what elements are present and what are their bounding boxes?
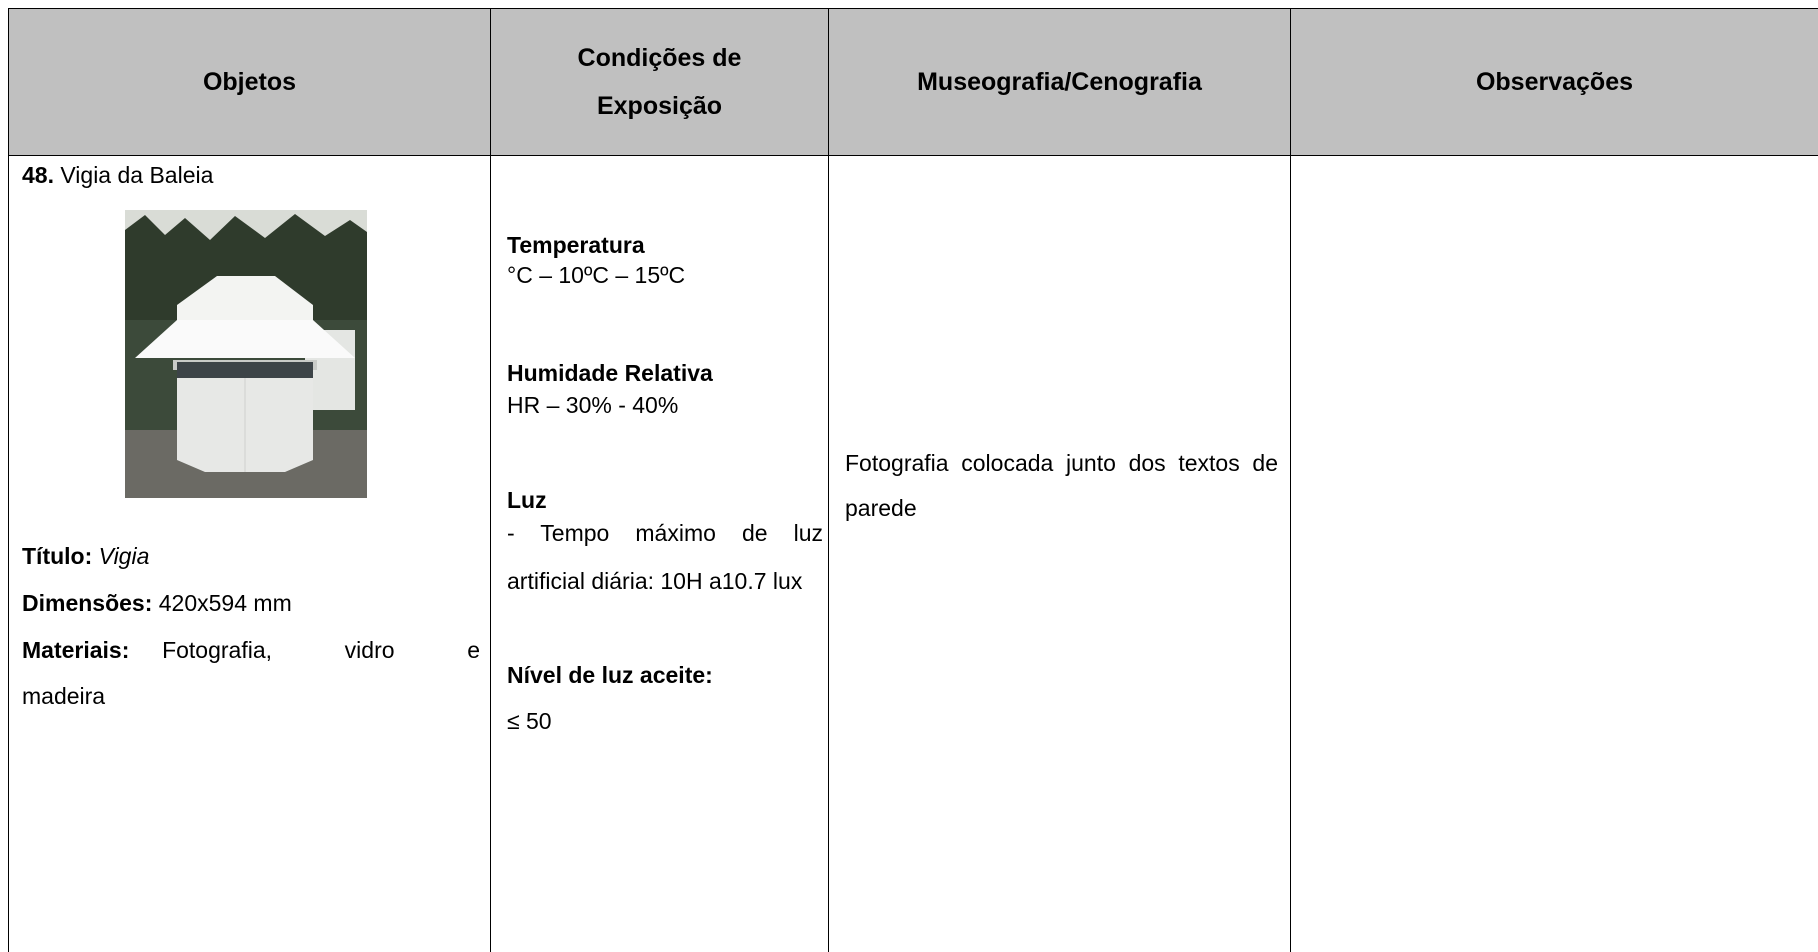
- border: [828, 8, 829, 952]
- header-cell: Condições de Exposição: [491, 9, 828, 155]
- condition-label: Nível de luz aceite:: [507, 662, 713, 688]
- condition-value: HR – 30% - 40%: [507, 392, 679, 418]
- field-label: Dimensões:: [22, 590, 153, 616]
- border: [490, 8, 491, 952]
- header-text: Observações: [1475, 68, 1634, 96]
- condition-value: °C – 10ºC – 15ºC: [507, 262, 686, 288]
- border: [8, 8, 9, 952]
- header-cell: Observações: [1291, 9, 1818, 155]
- object-fields: Título: Vigia Dimensões: 420x594 mm Mate…: [22, 533, 480, 719]
- field: Título: Vigia: [22, 533, 480, 580]
- field: Materiais: Fotografia, vidro e madeira: [22, 627, 480, 719]
- field: Dimensões: 420x594 mm: [22, 580, 480, 627]
- header-cell: Museografia/Cenografia: [829, 9, 1290, 155]
- header-cell: Objetos: [9, 9, 490, 155]
- field-value: 420x594 mm: [158, 590, 292, 616]
- condition-value: ≤ 50: [507, 708, 552, 734]
- object-name: Vigia da Baleia: [60, 162, 214, 188]
- condition-label: Humidade Relativa: [507, 360, 713, 386]
- border: [8, 8, 1818, 9]
- header-text: Museografia/Cenografia: [917, 68, 1202, 96]
- header-text: Objetos: [202, 68, 297, 96]
- condition-value: - Tempo máximo de luz artificial diária:…: [507, 520, 823, 594]
- museography-text: Fotografia colocada junto dos textos de …: [845, 450, 1278, 521]
- field-value: Vigia: [98, 543, 150, 569]
- border: [1290, 8, 1291, 952]
- condition-label: Luz: [507, 487, 547, 513]
- field-value: Fotografia, vidro e madeira: [22, 637, 481, 709]
- header-text: Condições de Exposição: [577, 44, 742, 120]
- object-number: 48.: [22, 162, 54, 188]
- field-label: Materiais:: [22, 637, 130, 663]
- border: [8, 155, 1818, 156]
- object-title: 48. Vigia da Baleia: [22, 162, 213, 189]
- condition-label: Temperatura: [507, 232, 645, 258]
- object-photo: [125, 210, 367, 498]
- field-label: Título:: [22, 543, 93, 569]
